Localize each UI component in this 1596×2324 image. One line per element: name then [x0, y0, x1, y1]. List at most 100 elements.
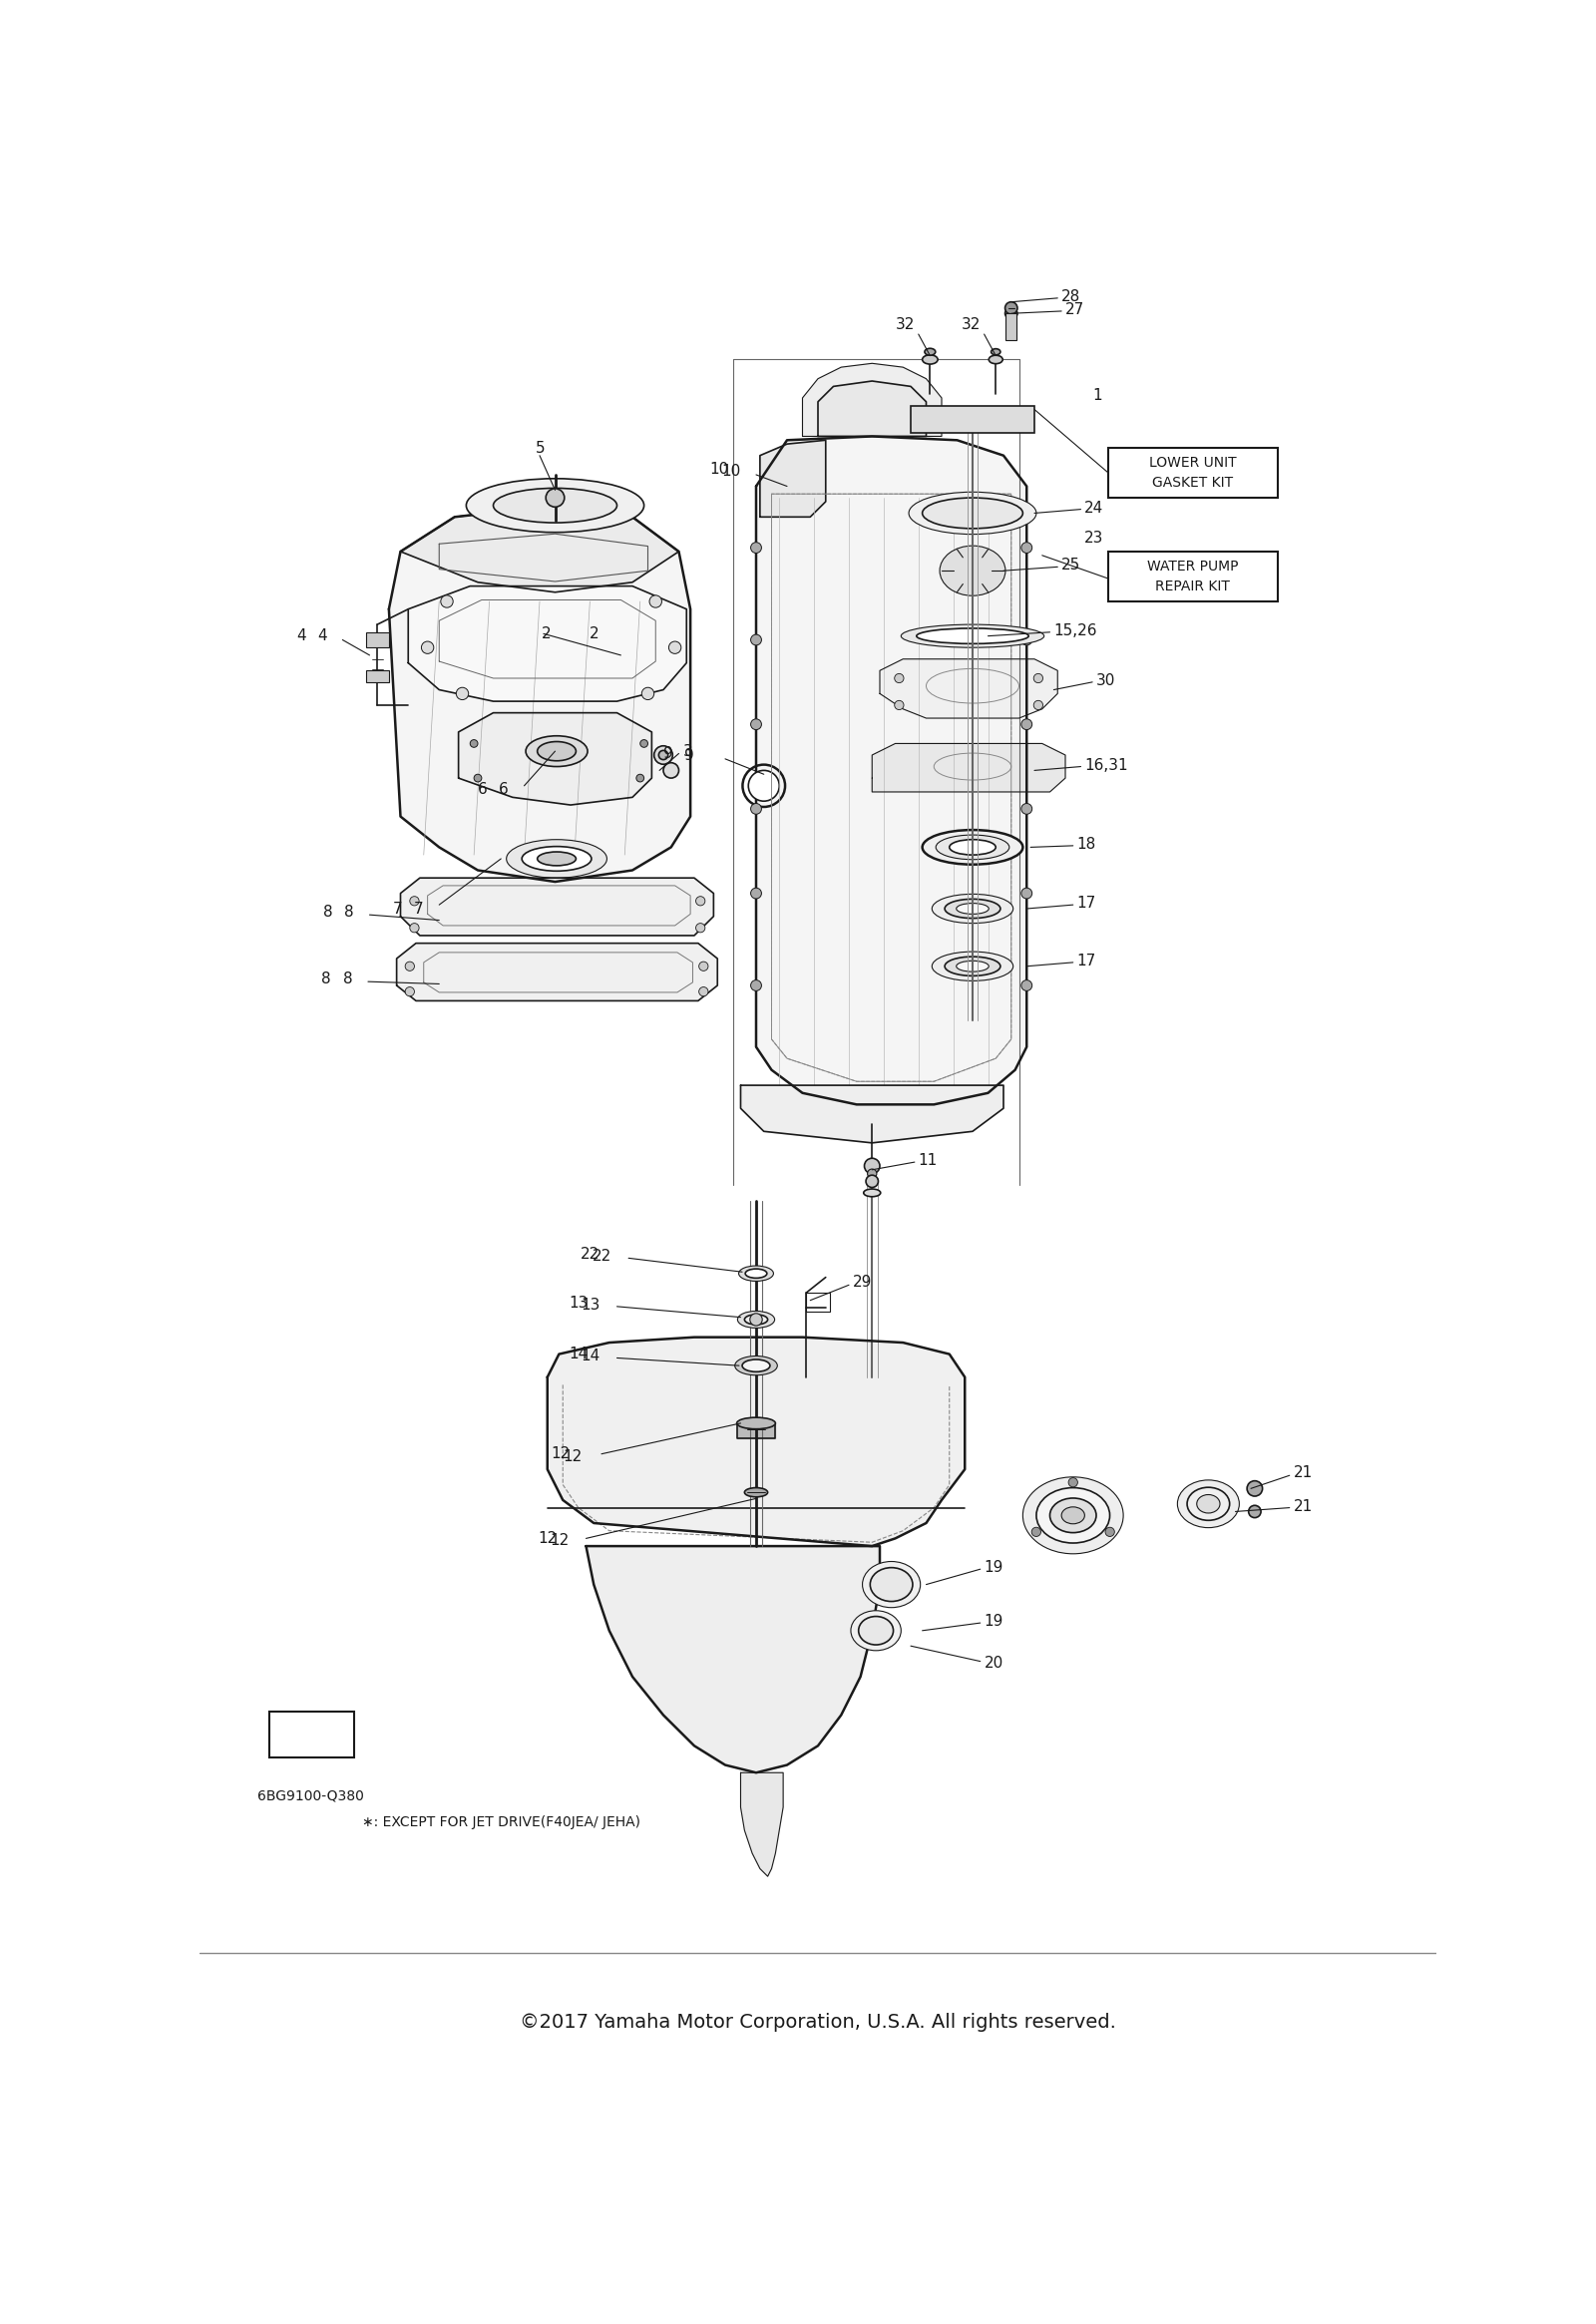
Text: ©2017 Yamaha Motor Corporation, U.S.A. All rights reserved.: ©2017 Yamaha Motor Corporation, U.S.A. A…: [520, 2013, 1116, 2031]
Text: 5: 5: [536, 439, 546, 456]
Circle shape: [410, 897, 420, 906]
Circle shape: [696, 897, 705, 906]
Ellipse shape: [1023, 1478, 1124, 1555]
Ellipse shape: [902, 625, 1044, 648]
Ellipse shape: [945, 899, 1001, 918]
Ellipse shape: [940, 546, 1005, 595]
Text: 12: 12: [563, 1448, 583, 1464]
Text: 11: 11: [918, 1153, 938, 1169]
Ellipse shape: [932, 895, 1013, 923]
Text: 12: 12: [551, 1446, 570, 1462]
Ellipse shape: [922, 356, 938, 365]
Ellipse shape: [1197, 1494, 1219, 1513]
Circle shape: [1248, 1506, 1261, 1518]
Circle shape: [1021, 804, 1033, 813]
Bar: [806, 1292, 830, 1311]
Circle shape: [750, 718, 761, 730]
Text: 14: 14: [581, 1348, 600, 1364]
Ellipse shape: [739, 1267, 774, 1281]
Ellipse shape: [734, 1355, 777, 1376]
Text: 6: 6: [500, 783, 509, 797]
Text: 8: 8: [345, 904, 354, 920]
Polygon shape: [817, 381, 926, 437]
Text: 30: 30: [1096, 674, 1116, 688]
Ellipse shape: [932, 951, 1013, 981]
Text: 27: 27: [1066, 302, 1085, 316]
Circle shape: [405, 962, 415, 971]
Text: 10: 10: [721, 462, 741, 479]
Text: 12: 12: [549, 1534, 570, 1548]
Ellipse shape: [924, 349, 935, 356]
Circle shape: [696, 923, 705, 932]
Ellipse shape: [737, 1418, 776, 1429]
Circle shape: [868, 1169, 876, 1178]
Circle shape: [637, 774, 645, 781]
Circle shape: [546, 488, 565, 507]
Polygon shape: [458, 713, 651, 804]
Text: 24: 24: [1085, 500, 1104, 516]
Text: ∗: EXCEPT FOR JET DRIVE(F40JEA/ JEHA): ∗: EXCEPT FOR JET DRIVE(F40JEA/ JEHA): [362, 1815, 640, 1829]
Circle shape: [1005, 302, 1017, 314]
Circle shape: [669, 641, 681, 653]
Text: 20: 20: [985, 1657, 1004, 1671]
Ellipse shape: [916, 627, 1028, 644]
Polygon shape: [741, 1085, 1004, 1143]
Ellipse shape: [956, 904, 990, 913]
Text: 32: 32: [961, 318, 980, 332]
Circle shape: [894, 674, 903, 683]
Text: 18: 18: [1077, 837, 1096, 851]
Circle shape: [640, 739, 648, 748]
Ellipse shape: [522, 846, 592, 872]
Text: 22: 22: [581, 1246, 600, 1262]
Polygon shape: [871, 744, 1066, 792]
Ellipse shape: [1005, 309, 1017, 318]
Ellipse shape: [742, 1360, 769, 1371]
Ellipse shape: [744, 1487, 768, 1497]
Text: 25: 25: [1061, 558, 1080, 572]
Circle shape: [1021, 718, 1033, 730]
Bar: [1108, 551, 1278, 602]
Text: 3: 3: [683, 744, 693, 758]
Circle shape: [1034, 674, 1042, 683]
Ellipse shape: [737, 1311, 774, 1327]
Circle shape: [654, 746, 672, 765]
Ellipse shape: [935, 834, 1009, 860]
Text: 21: 21: [1293, 1499, 1312, 1513]
Text: 8: 8: [322, 904, 334, 920]
Circle shape: [1106, 1527, 1114, 1536]
Circle shape: [410, 923, 420, 932]
Bar: [1108, 449, 1278, 497]
Bar: [365, 672, 389, 681]
Circle shape: [750, 1313, 763, 1325]
Text: GASKET KIT: GASKET KIT: [1152, 476, 1234, 490]
Text: 13: 13: [570, 1294, 589, 1311]
Circle shape: [664, 762, 678, 779]
Circle shape: [440, 595, 453, 607]
Text: 6: 6: [477, 783, 487, 797]
Text: 19: 19: [985, 1559, 1004, 1576]
Circle shape: [456, 688, 469, 700]
Text: FWD: FWD: [275, 1729, 305, 1738]
Text: 19: 19: [985, 1613, 1004, 1629]
Polygon shape: [586, 1545, 879, 1773]
Circle shape: [750, 541, 761, 553]
Polygon shape: [737, 1422, 776, 1439]
Text: LOWER UNIT: LOWER UNIT: [1149, 456, 1237, 469]
Circle shape: [474, 774, 482, 781]
Ellipse shape: [870, 1569, 913, 1601]
Ellipse shape: [506, 839, 606, 878]
Ellipse shape: [908, 493, 1036, 535]
Circle shape: [750, 981, 761, 990]
Text: WATER PUMP: WATER PUMP: [1148, 560, 1238, 574]
Circle shape: [471, 739, 477, 748]
Text: 28: 28: [1061, 288, 1080, 304]
Circle shape: [699, 962, 709, 971]
Text: 17: 17: [1077, 953, 1096, 969]
Text: 32: 32: [895, 318, 915, 332]
Polygon shape: [401, 504, 678, 593]
Ellipse shape: [1061, 1506, 1085, 1525]
Polygon shape: [879, 660, 1058, 718]
Text: 8: 8: [322, 971, 332, 988]
Bar: [1005, 314, 1017, 339]
Text: 29: 29: [852, 1276, 871, 1290]
